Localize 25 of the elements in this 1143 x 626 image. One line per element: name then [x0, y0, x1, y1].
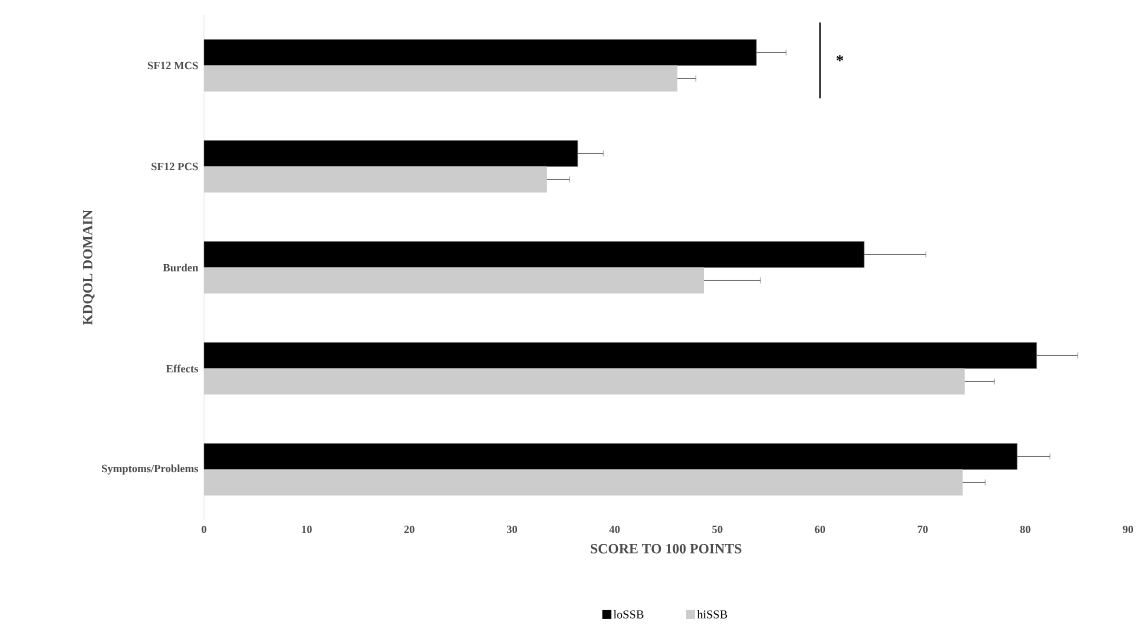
y-tick-label: Effects [166, 364, 199, 373]
y-axis-title: KDQOL DOMAIN [82, 209, 95, 326]
x-tick-label: 90 [1122, 525, 1134, 534]
x-tick-label: 80 [1020, 525, 1031, 534]
y-tick-label: Symptoms/Problems [101, 464, 199, 475]
x-tick-label: 50 [712, 525, 723, 534]
y-tick-label: SF12 MCS [147, 61, 198, 70]
x-tick-label: 0 [201, 525, 207, 534]
legend-label: hiSSB [697, 610, 728, 619]
bar [203, 443, 1018, 470]
bar [203, 140, 578, 167]
x-tick-label: 40 [609, 525, 620, 534]
x-tick-label: 10 [302, 525, 312, 534]
bar [203, 39, 757, 66]
bar [203, 241, 865, 268]
annotation: * [836, 55, 844, 62]
x-tick-label: 60 [814, 525, 826, 534]
legend-label: loSSB [613, 610, 644, 619]
bar [203, 342, 1037, 369]
x-axis-title: SCORE TO 100 POINTS [590, 543, 742, 554]
x-tick-label: 70 [917, 525, 928, 534]
y-tick-label: Burden [163, 263, 199, 272]
x-tick-label: 20 [404, 525, 415, 534]
y-tick-label: SF12 PCS [151, 162, 198, 171]
x-tick-label: 30 [506, 525, 518, 534]
